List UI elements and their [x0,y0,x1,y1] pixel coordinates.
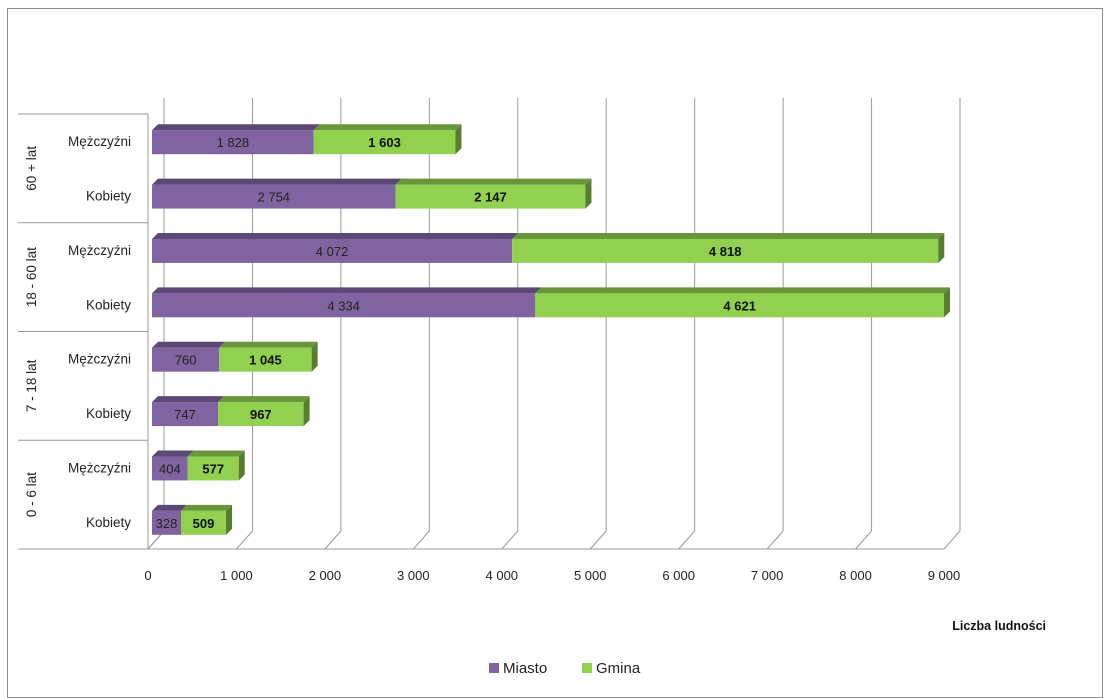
bar-miasto [152,402,219,427]
legend: Miasto Gmina [489,660,641,677]
data-label-miasto: 404 [159,461,181,476]
gridline-floor [943,530,961,550]
x-tick-label: 8 000 [839,568,872,583]
data-label-gmina: 967 [250,407,272,422]
data-label-miasto: 4 072 [316,244,349,259]
x-tick-label: 4 000 [486,568,519,583]
bar-miasto-top [152,232,519,239]
x-tick-label: 3 000 [397,568,430,583]
bar-miasto [152,130,314,155]
gridline-floor [766,530,784,550]
category-label: Mężczyźni [68,243,131,258]
x-tick-label: 2 000 [309,568,342,583]
bar-miasto [152,456,188,481]
category-label: Mężczyźni [68,352,131,367]
category-label: Kobiety [86,515,131,530]
bar-gmina [181,510,227,535]
bar-gmina-side [303,396,310,427]
x-tick-label: 5 000 [574,568,607,583]
bar-gmina-side [944,287,951,318]
gridline-floor [589,530,607,550]
bar-gmina-top [187,450,245,457]
x-tick-label: 6 000 [662,568,695,583]
group-label: 0 - 6 lat [24,472,39,517]
gridline-floor [501,530,519,550]
bar-gmina-top [219,341,318,348]
bar-gmina-top [313,124,462,131]
gridline-floor [855,530,872,550]
bar-miasto [152,510,182,535]
category-label: Mężczyźni [68,460,131,475]
data-label-gmina: 1 603 [368,135,401,150]
legend-swatch-gmina [582,663,592,673]
bar-gmina-top [512,232,945,239]
x-tick-label: 7 000 [751,568,784,583]
bar-gmina [535,293,945,318]
bar-gmina-top [535,287,951,294]
bar-gmina [218,402,304,427]
group-label: 18 - 60 lat [24,247,39,307]
bar-gmina [187,456,239,481]
bar-layer [152,124,951,535]
category-label: Kobiety [86,297,131,312]
x-tick-label: 9 000 [928,568,961,583]
legend-label-miasto: Miasto [503,660,547,677]
category-label: Kobiety [86,406,131,421]
bar-miasto-top [152,341,226,348]
bar-miasto-top [152,124,320,131]
legend-swatch-miasto [489,663,499,673]
bar-gmina [395,184,586,209]
bar-miasto-top [152,287,542,294]
bar-gmina-side [455,124,462,155]
gridline-floor [236,530,253,550]
bar-gmina [313,130,456,155]
data-label-gmina: 509 [193,516,215,531]
data-label-miasto: 747 [174,407,196,422]
grid-layer [18,98,961,550]
group-label: 60 + lat [24,146,39,191]
bar-miasto-top [152,504,188,511]
data-label-miasto: 4 334 [327,298,360,313]
bar-miasto-top [152,396,225,403]
data-label-gmina: 1 045 [249,353,282,368]
category-label: Mężczyźni [68,134,131,149]
data-label-miasto: 2 754 [258,190,291,205]
label-layer: 0 1 000 2 000 3 000 4 000 5 000 6 000 7 000 8 00… [24,134,960,583]
bar-miasto-top [152,450,194,457]
gridline-floor [324,530,342,550]
category-label: Kobiety [86,189,131,204]
bar-gmina-top [395,178,592,185]
data-label-gmina: 577 [202,461,224,476]
data-label-miasto: 760 [175,353,197,368]
data-label-gmina: 4 818 [709,244,742,259]
x-tick-label: 0 [144,568,151,583]
bar-miasto [152,347,220,372]
bar-gmina-side [226,504,233,535]
legend-label-gmina: Gmina [596,660,641,677]
data-label-miasto: 328 [156,516,178,531]
bar-gmina-side [311,341,318,372]
bar-miasto [152,184,396,209]
bar-miasto [152,293,536,318]
data-label-gmina: 4 621 [723,298,756,313]
data-label-gmina: 2 147 [474,190,507,205]
bar-gmina-top [181,504,233,511]
bar-gmina-side [585,178,592,209]
bar-gmina-top [218,396,310,403]
data-label-miasto: 1 828 [217,135,250,150]
x-axis-title: Liczba ludności [952,619,1046,633]
gridline-floor [678,530,696,550]
bar-miasto-top [152,178,402,185]
bar-gmina-side [238,450,245,481]
bar-gmina-side [938,232,945,263]
bar-miasto [152,238,513,263]
x-tick-label: 1 000 [220,568,253,583]
group-label: 7 - 18 lat [24,359,39,412]
gridline-floor [412,530,430,550]
bar-gmina [512,238,939,263]
bar-gmina [219,347,312,372]
